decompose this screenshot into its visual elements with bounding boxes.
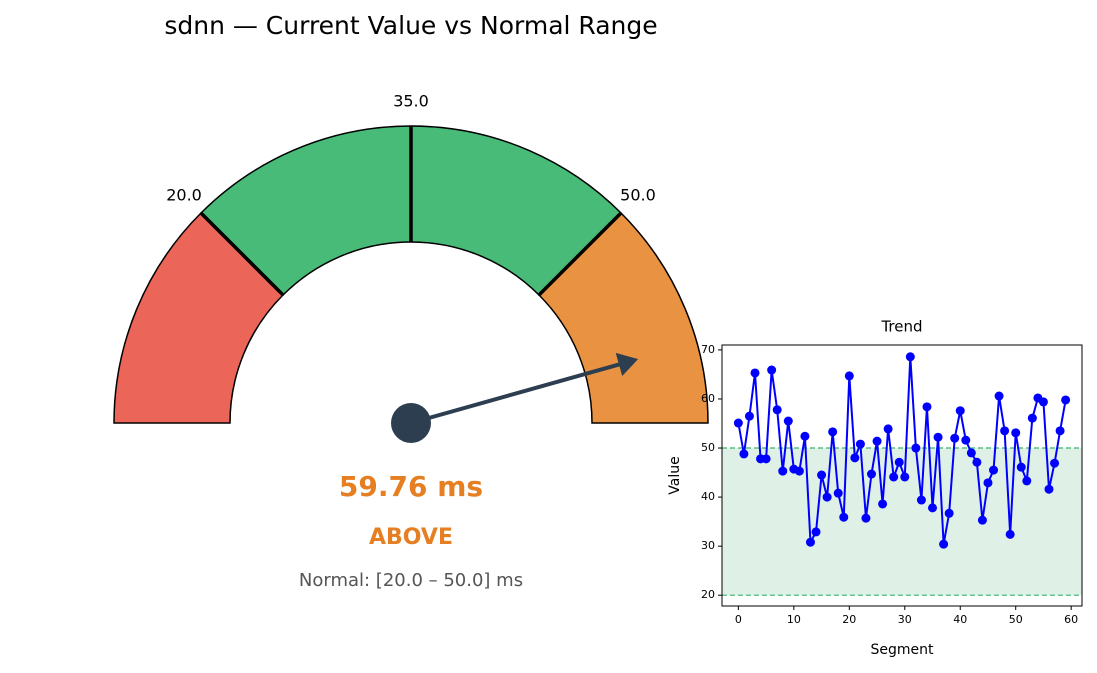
trend-point	[828, 427, 838, 437]
status-label: ABOVE	[369, 525, 453, 550]
trend-point	[928, 503, 938, 513]
trend-point	[900, 472, 910, 482]
trend-point	[972, 457, 982, 467]
gauge-tick	[537, 211, 623, 297]
trend-point	[794, 466, 804, 476]
trend-point	[933, 432, 943, 442]
gauge-tick-label: 50.0	[620, 186, 656, 205]
trend-point	[894, 457, 904, 467]
trend-point	[839, 512, 849, 522]
trend-point	[966, 448, 976, 458]
x-tick-label: 10	[787, 613, 801, 626]
needle-hub	[391, 403, 431, 443]
trend-point	[977, 515, 987, 525]
trend-point	[1005, 529, 1015, 539]
trend-point	[989, 465, 999, 475]
trend-point	[922, 402, 932, 412]
value-label: 59.76 ms	[339, 470, 483, 503]
x-axis-label: Segment	[871, 642, 935, 658]
trend-point	[889, 472, 899, 482]
y-tick-label: 30	[701, 539, 715, 552]
trend-point	[800, 431, 810, 441]
trend-point	[805, 537, 815, 547]
x-tick-label: 60	[1064, 613, 1078, 626]
trend-point	[811, 527, 821, 537]
trend-point	[844, 371, 854, 381]
trend-point	[733, 418, 743, 428]
gauge-tick-label: 35.0	[393, 92, 429, 111]
normal-range-note: Normal: [20.0 – 50.0] ms	[299, 570, 523, 591]
x-tick-label: 20	[842, 613, 856, 626]
trend-point	[822, 492, 832, 502]
x-tick-label: 0	[735, 613, 742, 626]
gauge-tick-label: 20.0	[166, 186, 202, 205]
trend-point	[950, 433, 960, 443]
y-axis-label: Value	[667, 456, 683, 494]
trend-point	[767, 365, 777, 375]
trend-point	[916, 495, 926, 505]
trend-point	[817, 470, 827, 480]
y-tick-label: 60	[701, 392, 715, 405]
trend-point	[772, 405, 782, 415]
trend-point	[739, 449, 749, 459]
trend-point	[866, 469, 876, 479]
trend-point	[883, 424, 893, 434]
trend-point	[1027, 413, 1037, 423]
trend-point	[955, 406, 965, 416]
trend-point	[744, 411, 754, 421]
inset-title: Trend	[880, 318, 922, 336]
trend-point	[855, 439, 865, 449]
trend-point	[761, 454, 771, 464]
trend-point	[778, 466, 788, 476]
trend-point	[750, 368, 760, 378]
trend-point	[1038, 397, 1048, 407]
trend-point	[878, 499, 888, 509]
y-tick-label: 20	[701, 588, 715, 601]
trend-point	[1061, 395, 1071, 405]
y-tick-label: 40	[701, 490, 715, 503]
y-tick-label: 50	[701, 441, 715, 454]
trend-point	[1000, 426, 1010, 436]
plot-frame	[721, 344, 1083, 607]
trend-point	[850, 453, 860, 463]
trend-point	[783, 416, 793, 426]
chart-title: sdnn — Current Value vs Normal Range	[164, 11, 657, 40]
gauge-band	[537, 211, 709, 424]
trend-point	[905, 352, 915, 362]
trend-point	[1044, 484, 1054, 494]
y-tick-label: 70	[701, 343, 715, 356]
x-tick-label: 40	[953, 613, 967, 626]
trend-point	[1055, 426, 1065, 436]
trend-point	[1050, 458, 1060, 468]
x-tick-label: 50	[1009, 613, 1023, 626]
trend-line	[737, 356, 1067, 546]
trend-point	[994, 391, 1004, 401]
trend-point	[1022, 476, 1032, 486]
trend-point	[833, 488, 843, 498]
trend-point	[861, 513, 871, 523]
needle	[410, 352, 639, 425]
x-tick-label: 30	[898, 613, 912, 626]
trend-point	[1011, 428, 1021, 438]
trend-point	[872, 436, 882, 446]
trend-point	[961, 435, 971, 445]
trend-point	[911, 443, 921, 453]
trend-point	[944, 508, 954, 518]
trend-point	[1016, 462, 1026, 472]
trend-point	[983, 478, 993, 488]
gauge-tick	[199, 211, 285, 297]
trend-point	[939, 539, 949, 549]
